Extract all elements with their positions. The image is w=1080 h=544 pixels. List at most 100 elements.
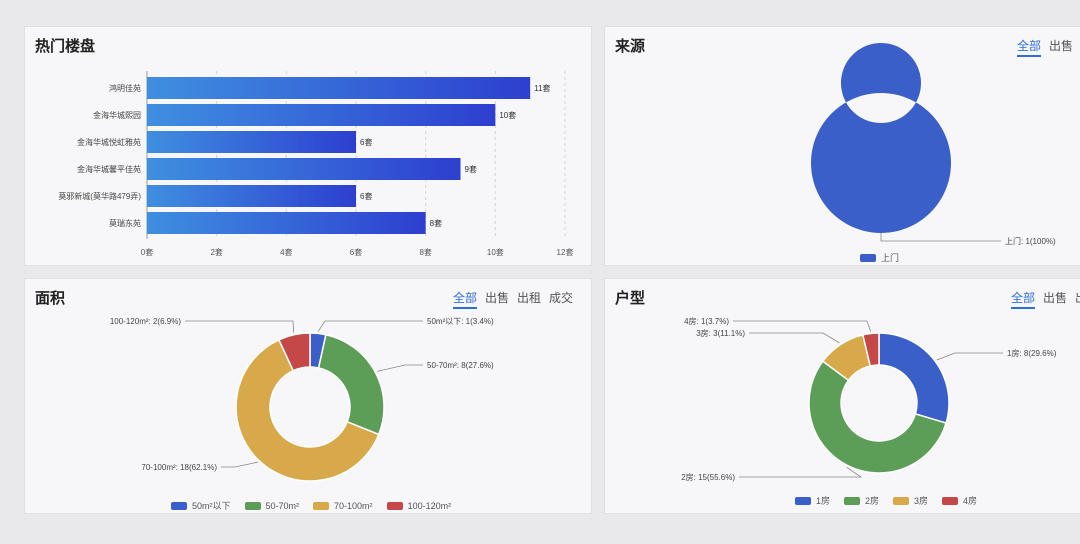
label-leader-line bbox=[739, 467, 863, 478]
legend-swatch bbox=[386, 501, 403, 510]
slice bbox=[808, 360, 947, 474]
slice-label: 2房: 15(55.6%) bbox=[681, 472, 735, 482]
bar bbox=[147, 104, 496, 126]
label-leader-line bbox=[936, 352, 1003, 361]
tab-sale[interactable]: 出售 bbox=[485, 291, 510, 305]
bar-value-label: 11套 bbox=[534, 83, 550, 93]
legend-label: 50m²以下 bbox=[192, 501, 231, 511]
layout-title: 户型 bbox=[615, 290, 646, 307]
layout-donut-chart: 1房: 8(29.6%) 2房: 15(55.6%) 3房: 3(11.1%) 4房:… bbox=[681, 316, 1057, 482]
bar bbox=[147, 212, 426, 234]
tab-all[interactable]: 全部 bbox=[1017, 39, 1042, 57]
slice-label: 50-70m²: 8(27.6%) bbox=[427, 361, 494, 370]
legend-swatch bbox=[313, 501, 330, 510]
legend-label: 上门 bbox=[881, 253, 900, 263]
bar-value-label: 6套 bbox=[360, 191, 372, 201]
tab-all[interactable]: 全部 bbox=[1011, 291, 1036, 309]
area-panel: 面积 全部 出售 出租 成交 50m²以下: 1(3.4%) 50-70m²: 8(27… bbox=[24, 278, 592, 514]
slice-label: 70-100m²: 18(62.1%) bbox=[141, 463, 217, 472]
legend-item[interactable]: 4房 bbox=[942, 494, 977, 507]
slice bbox=[235, 338, 380, 482]
bar bbox=[147, 185, 356, 207]
legend-swatch bbox=[795, 496, 811, 505]
label-leader-line bbox=[749, 332, 840, 344]
source-title: 来源 bbox=[615, 38, 646, 55]
slice-label: 3房: 3(11.1%) bbox=[696, 328, 745, 338]
label-leader-line bbox=[377, 364, 423, 372]
legend-label: 100-120m² bbox=[407, 500, 452, 511]
bar-value-label: 10套 bbox=[499, 110, 516, 120]
legend-label: 3房 bbox=[914, 496, 929, 506]
label-leader-line bbox=[733, 320, 872, 332]
legend-swatch bbox=[171, 501, 187, 510]
area-title: 面积 bbox=[35, 290, 66, 307]
legend-item[interactable]: 70-100m² bbox=[313, 501, 373, 511]
x-tick-label: 6套 bbox=[350, 247, 362, 257]
bar bbox=[147, 77, 531, 99]
category-label: 金海华城悦虹雅苑 bbox=[77, 137, 141, 147]
category-label: 金海华城熙园 bbox=[93, 110, 141, 120]
tab-all[interactable]: 全部 bbox=[453, 291, 478, 309]
tab-sale[interactable]: 出售 bbox=[1043, 291, 1068, 305]
slice bbox=[277, 332, 311, 372]
slice bbox=[861, 332, 880, 367]
legend-item[interactable]: 50-70m² bbox=[244, 500, 300, 511]
tab-sale[interactable]: 出售 bbox=[1049, 39, 1074, 53]
legend-swatch bbox=[244, 501, 261, 510]
legend-label: 70-100m² bbox=[334, 500, 373, 511]
slice-label: 100-120m²: 2(6.9%) bbox=[110, 317, 181, 326]
legend-item[interactable]: 100-120m² bbox=[386, 500, 452, 511]
slice-label: 1房: 8(29.6%) bbox=[1007, 348, 1057, 358]
label-leader-line bbox=[880, 233, 1001, 242]
area-legend: 50m²以下 50-70m² 70-100m² 100-120m² bbox=[171, 499, 451, 512]
slice-label: 50m²以下: 1(3.4%) bbox=[427, 317, 494, 326]
x-tick-label: 8套 bbox=[419, 247, 431, 257]
category-label: 莫邪新城(莫华路479弄) bbox=[58, 191, 141, 201]
legend-label: 1房 bbox=[816, 496, 831, 506]
legend-item[interactable]: 1房 bbox=[795, 494, 830, 507]
slice bbox=[878, 332, 950, 425]
legend-item[interactable]: 3房 bbox=[893, 494, 928, 507]
slice-label: 4房: 1(3.7%) bbox=[684, 316, 729, 326]
layout-legend: 1房 2房 3房 4房 bbox=[795, 494, 977, 507]
bar bbox=[147, 158, 461, 180]
legend-item[interactable]: 上门 bbox=[860, 251, 899, 264]
category-label: 金海华城馨平佳苑 bbox=[77, 164, 141, 174]
label-leader-line bbox=[221, 461, 258, 468]
legend-label: 4房 bbox=[963, 496, 978, 506]
label-leader-line bbox=[317, 320, 423, 332]
x-tick-label: 2套 bbox=[210, 247, 222, 257]
legend-label: 2房 bbox=[865, 496, 880, 506]
source-donut-chart: 上门: 1(100%) bbox=[810, 43, 1056, 246]
category-label: 莫瑞东苑 bbox=[109, 218, 141, 228]
area-tabs: 全部 出售 出租 成交 bbox=[453, 289, 581, 309]
legend-swatch bbox=[860, 253, 876, 262]
x-tick-label: 10套 bbox=[487, 247, 504, 257]
legend-swatch bbox=[942, 496, 959, 505]
tab-rent[interactable]: 出 bbox=[1075, 291, 1080, 305]
bar-value-label: 8套 bbox=[430, 218, 442, 228]
slice bbox=[810, 43, 951, 234]
hot-properties-panel: 热门楼盘 0套 2套 4套 6套 8套 10套 12套 鸿明佳苑 11套 金海华城熙园 10套 金海华… bbox=[24, 26, 592, 266]
label-leader-line bbox=[185, 320, 295, 333]
legend-label: 50-70m² bbox=[265, 500, 300, 511]
slice bbox=[317, 333, 385, 436]
legend-swatch bbox=[844, 496, 861, 505]
legend-item[interactable]: 50m²以下 bbox=[171, 499, 231, 512]
area-donut-chart: 50m²以下: 1(3.4%) 50-70m²: 8(27.6%) 70-100m²… bbox=[110, 317, 494, 482]
legend-item[interactable]: 2房 bbox=[844, 494, 879, 507]
x-tick-label: 4套 bbox=[280, 247, 292, 257]
x-tick-label: 0套 bbox=[141, 247, 153, 257]
category-label: 鸿明佳苑 bbox=[109, 83, 141, 93]
bar-value-label: 9套 bbox=[465, 164, 477, 174]
x-tick-label: 12套 bbox=[557, 247, 574, 257]
tab-rent[interactable]: 出租 bbox=[517, 291, 542, 305]
source-legend: 上门 bbox=[860, 251, 899, 264]
tab-deal[interactable]: 成交 bbox=[549, 291, 574, 305]
slice-label: 上门: 1(100%) bbox=[1005, 236, 1056, 246]
